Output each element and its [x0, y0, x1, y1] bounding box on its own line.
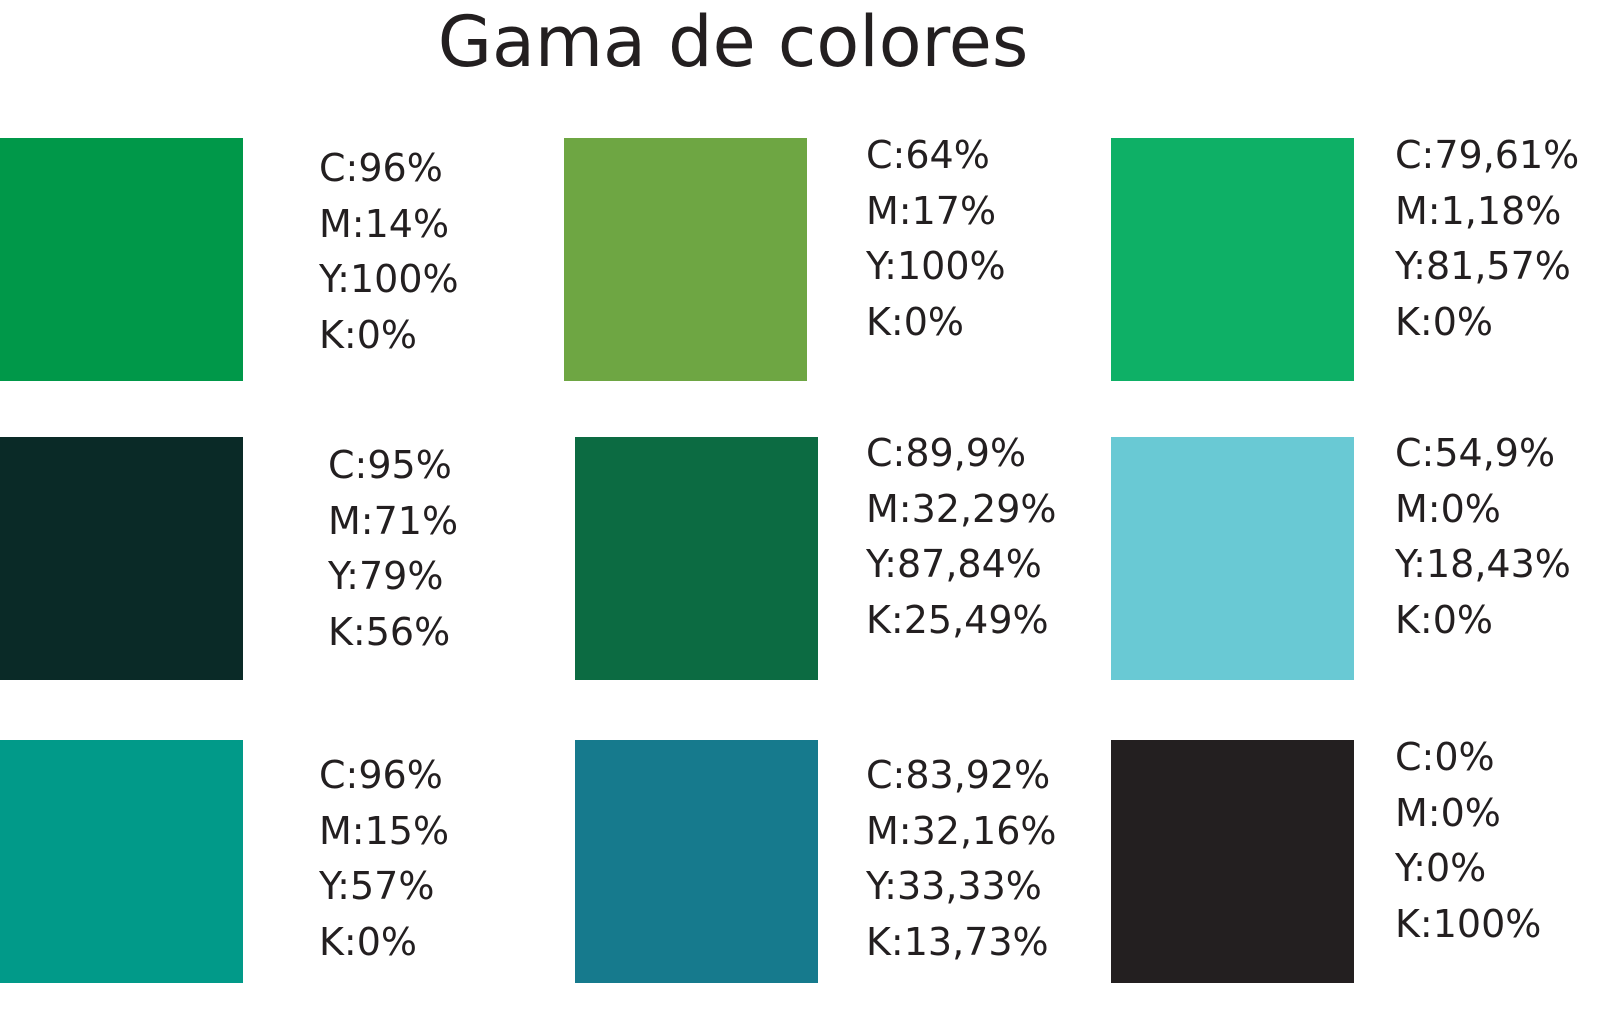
cyan-value: C:89,9% — [866, 431, 1027, 475]
magenta-value: M:1,18% — [1395, 188, 1562, 233]
black-value: K:100% — [1395, 901, 1542, 946]
color-swatch — [1111, 138, 1354, 381]
magenta-value: M:0% — [1395, 486, 1501, 531]
cmyk-values: C:83,92% M:32,16% Y:33,33% K:13,73% — [866, 748, 1056, 970]
yellow-value: Y:33,33% — [866, 864, 1042, 908]
black-value: K:0% — [1395, 299, 1494, 344]
color-swatch — [575, 437, 818, 680]
black-value: K:13,73% — [866, 919, 1049, 964]
cyan-value: C:64% — [866, 133, 990, 177]
color-swatch — [0, 437, 243, 680]
cyan-value: C:54,9% — [1395, 431, 1556, 475]
magenta-value: M:32,16% — [866, 808, 1057, 853]
color-swatch — [564, 138, 807, 381]
cyan-value: C:96% — [319, 146, 443, 190]
yellow-value: Y:100% — [866, 244, 1006, 288]
black-value: K:0% — [319, 312, 418, 357]
black-value: K:0% — [319, 919, 418, 964]
cmyk-values: C:96% M:14% Y:100% K:0% — [319, 141, 459, 363]
black-value: K:56% — [328, 609, 451, 654]
cyan-value: C:96% — [319, 753, 443, 797]
magenta-value: M:32,29% — [866, 486, 1057, 531]
color-swatch — [575, 740, 818, 983]
cmyk-values: C:64% M:17% Y:100% K:0% — [866, 128, 1006, 350]
yellow-value: Y:79% — [328, 554, 444, 598]
cmyk-values: C:0% M:0% Y:0% K:100% — [1395, 730, 1541, 952]
cmyk-values: C:96% M:15% Y:57% K:0% — [319, 748, 449, 970]
cyan-value: C:0% — [1395, 735, 1495, 779]
magenta-value: M:14% — [319, 201, 450, 246]
yellow-value: Y:81,57% — [1395, 244, 1571, 288]
yellow-value: Y:100% — [319, 257, 459, 301]
cmyk-values: C:95% M:71% Y:79% K:56% — [328, 438, 458, 660]
black-value: K:0% — [866, 299, 965, 344]
black-value: K:25,49% — [866, 597, 1049, 642]
cyan-value: C:79,61% — [1395, 133, 1580, 177]
black-value: K:0% — [1395, 597, 1494, 642]
color-swatch — [0, 138, 243, 381]
magenta-value: M:15% — [319, 808, 450, 853]
yellow-value: Y:87,84% — [866, 542, 1042, 586]
cyan-value: C:83,92% — [866, 753, 1051, 797]
cmyk-values: C:54,9% M:0% Y:18,43% K:0% — [1395, 426, 1571, 648]
yellow-value: Y:57% — [319, 864, 435, 908]
color-swatch — [1111, 437, 1354, 680]
cyan-value: C:95% — [328, 443, 452, 487]
magenta-value: M:0% — [1395, 790, 1501, 835]
yellow-value: Y:18,43% — [1395, 542, 1571, 586]
page-title: Gama de colores — [437, 1, 1029, 83]
magenta-value: M:71% — [328, 498, 459, 543]
cmyk-values: C:79,61% M:1,18% Y:81,57% K:0% — [1395, 128, 1579, 350]
color-swatch — [1111, 740, 1354, 983]
magenta-value: M:17% — [866, 188, 997, 233]
yellow-value: Y:0% — [1395, 846, 1487, 890]
color-swatch — [0, 740, 243, 983]
cmyk-values: C:89,9% M:32,29% Y:87,84% K:25,49% — [866, 426, 1056, 648]
